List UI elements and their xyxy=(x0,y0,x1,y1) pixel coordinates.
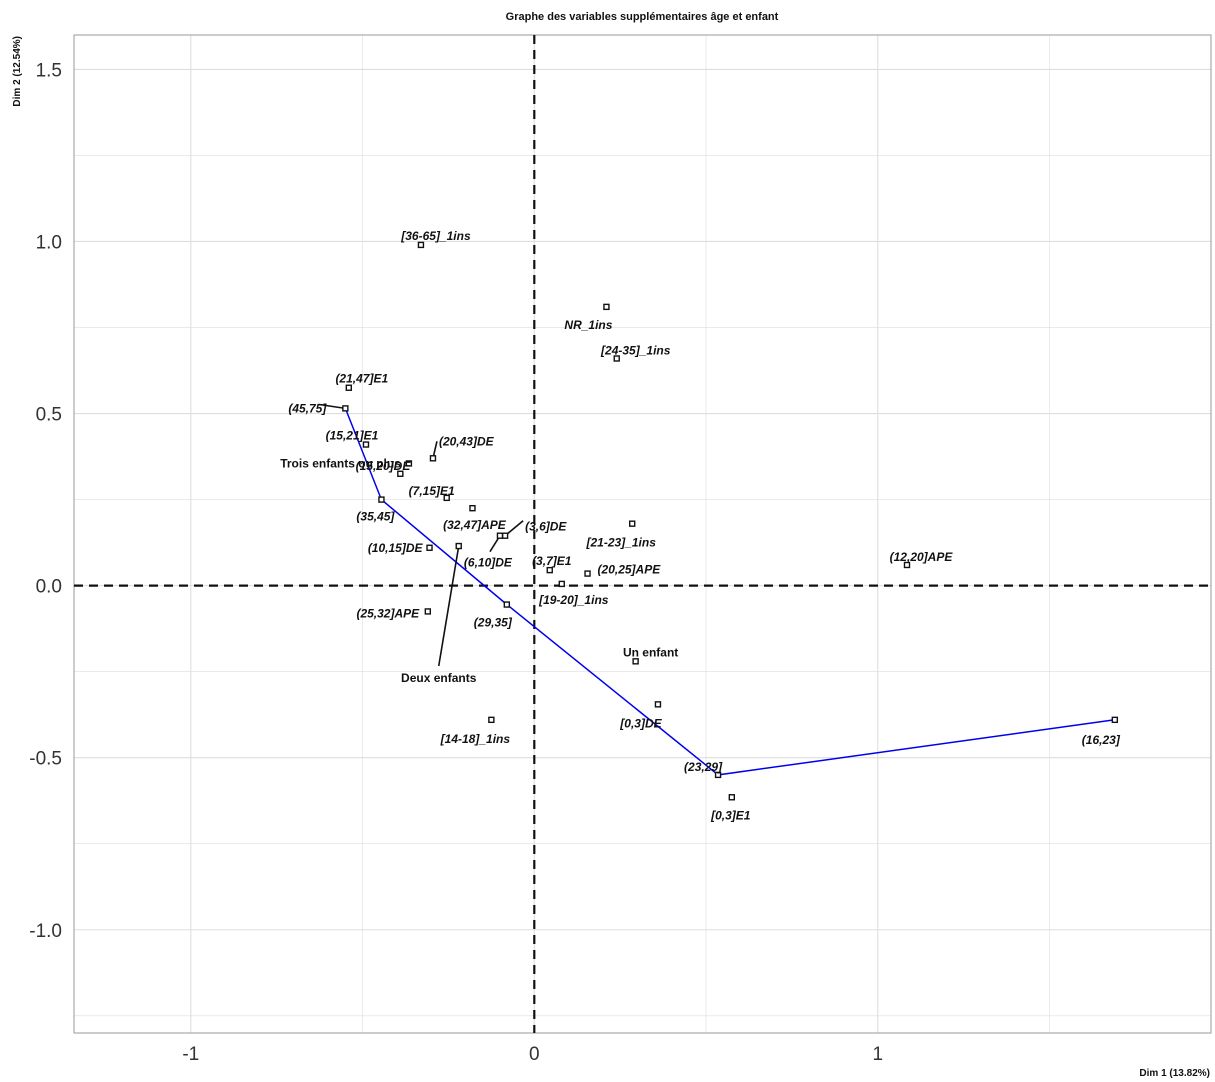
trajectory-line xyxy=(344,408,1115,776)
point-marker xyxy=(405,460,413,467)
point-label: (12,20]APE xyxy=(890,550,954,564)
point-label: (7,15]E1 xyxy=(409,484,455,498)
grid-layer xyxy=(74,35,1211,1033)
plot-border xyxy=(73,34,1212,1034)
point-marker xyxy=(584,570,591,577)
point-marker xyxy=(603,303,610,311)
point-marker xyxy=(397,470,404,477)
x-tick-label: 1 xyxy=(873,1044,884,1065)
point-label: (3,6]DE xyxy=(525,520,567,534)
point-marker xyxy=(443,494,450,502)
point-marker xyxy=(503,601,511,608)
point-label: (21,47]E1 xyxy=(335,372,388,386)
point-marker xyxy=(558,580,565,588)
point-label: (15,21]E1 xyxy=(326,429,379,443)
point-marker xyxy=(426,544,433,551)
x-axis-title: Dim 1 (13.82%) xyxy=(1139,1068,1210,1079)
point-label: (3,7]E1 xyxy=(532,554,572,568)
point-label: (32,47]APE xyxy=(443,518,507,532)
point-label: (20,43]DE xyxy=(439,434,495,448)
points-layer: [36-65]_1ins NR_1ins [24-35]_1ins (21,47]E1… xyxy=(280,229,1121,822)
point-marker xyxy=(488,716,495,724)
point-label: (35,45] xyxy=(356,510,395,524)
point-marker xyxy=(429,455,437,462)
point-label: Deux enfants xyxy=(401,671,477,685)
point-marker xyxy=(1111,716,1119,724)
point-label: Un enfant xyxy=(623,645,678,659)
point-marker xyxy=(546,566,553,574)
point-label: [36-65]_1ins xyxy=(400,229,471,243)
point-label: [21-23]_1ins xyxy=(586,536,657,550)
point-label: (25,32]APE xyxy=(356,606,420,620)
y-tick-label: -1.0 xyxy=(29,921,62,942)
point-marker xyxy=(345,384,353,391)
point-label: (29,35] xyxy=(474,616,513,630)
y-tick-label: 1.0 xyxy=(36,232,62,253)
point-marker xyxy=(654,701,662,708)
reference-lines xyxy=(74,35,1211,1033)
point-label: Trois enfants ou plus xyxy=(280,456,401,470)
point-label: NR_1ins xyxy=(564,318,612,332)
y-tick-label: 1.5 xyxy=(36,60,62,81)
point-marker xyxy=(362,441,370,448)
point-label: (16,23] xyxy=(1082,733,1121,747)
trajectory-line-layer xyxy=(344,408,1115,776)
point-label: [0,3]E1 xyxy=(710,808,751,822)
point-marker xyxy=(455,542,462,550)
point-marker xyxy=(903,561,911,569)
point-label: [19-20]_1ins xyxy=(538,593,609,607)
point-label: [0,3]DE xyxy=(619,716,662,730)
point-marker xyxy=(632,658,639,665)
x-tick-label: 0 xyxy=(529,1044,540,1065)
point-label: (10,15]DE xyxy=(368,541,424,555)
point-marker xyxy=(378,496,385,503)
point-marker xyxy=(424,608,432,615)
point-label: [24-35]_1ins xyxy=(600,343,671,357)
point-label: (20,25]APE xyxy=(598,563,662,577)
point-marker xyxy=(714,771,722,779)
point-marker xyxy=(496,532,504,539)
y-tick-label: 0.0 xyxy=(36,577,62,598)
point-marker xyxy=(628,520,636,527)
point-marker xyxy=(417,241,425,249)
label-leader-line xyxy=(437,545,460,667)
point-marker xyxy=(613,355,620,362)
point-label: (15,20]DE xyxy=(356,459,412,473)
chart-title: Graphe des variables supplémentaires âge… xyxy=(506,11,779,23)
y-tick-label: -0.5 xyxy=(29,749,62,770)
point-label: (23,29] xyxy=(684,760,723,774)
point-marker xyxy=(469,504,476,512)
point-marker xyxy=(728,794,736,801)
label-leader-line xyxy=(318,403,346,410)
x-tick-label: -1 xyxy=(182,1044,199,1065)
point-marker xyxy=(501,532,509,539)
point-marker xyxy=(342,405,349,412)
tick-labels: -1.0 -0.5 0.0 0.5 1.0 1.5 -1 0 1 xyxy=(29,60,883,1065)
point-label: [14-18]_1ins xyxy=(440,732,511,746)
point-label: (6,10]DE xyxy=(464,556,513,570)
y-axis-title: Dim 2 (12.54%) xyxy=(12,36,23,107)
y-tick-label: 0.5 xyxy=(36,405,62,426)
point-label: (45,75] xyxy=(288,401,327,415)
